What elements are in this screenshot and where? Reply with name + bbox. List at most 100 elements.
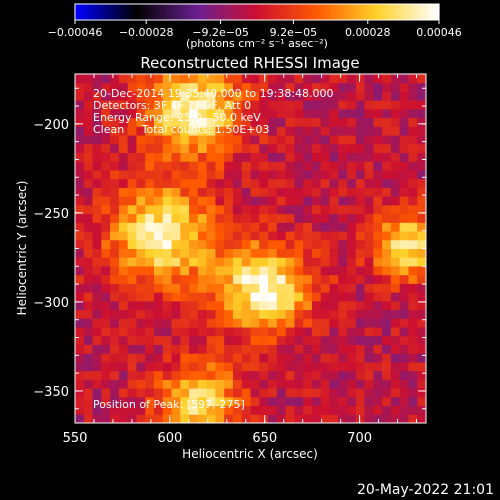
heatmap-cell [215, 117, 225, 127]
heatmap-cell [294, 379, 304, 389]
heatmap-cell [197, 108, 208, 119]
heatmap-cell [355, 231, 366, 241]
heatmap-cell [399, 405, 409, 415]
heatmap-cell [180, 239, 190, 249]
heatmap-cell [206, 327, 216, 337]
heatmap-cell [232, 100, 243, 110]
heatmap-cell [276, 300, 287, 311]
colorbar-cell [338, 4, 343, 20]
heatmap-cell [259, 108, 269, 119]
heatmap-cell [136, 196, 146, 206]
heatmap-cell [417, 169, 427, 180]
heatmap-cell [294, 265, 304, 276]
heatmap-cell [189, 292, 199, 302]
heatmap-cell [338, 82, 348, 92]
heatmap-cell [241, 414, 251, 424]
heatmap-cell [215, 100, 225, 110]
heatmap-cell [197, 309, 208, 319]
heatmap-cell [232, 204, 243, 215]
heatmap-cell [224, 161, 234, 171]
heatmap-cell [206, 178, 216, 188]
heatmap-cell [241, 388, 251, 398]
heatmap-cell [127, 361, 137, 372]
heatmap-cell [320, 143, 330, 154]
heatmap-cell [373, 327, 383, 337]
heatmap-cell [215, 187, 225, 197]
heatmap-cell [206, 379, 216, 389]
heatmap-cell [285, 178, 295, 188]
heatmap-cell [417, 335, 427, 345]
heatmap-cell [101, 108, 111, 119]
heatmap-cell [338, 248, 348, 258]
heatmap-cell [153, 213, 164, 223]
heatmap-cell [180, 344, 190, 354]
heatmap-cell [399, 161, 409, 171]
heatmap-cell [127, 178, 137, 188]
heatmap-cell [197, 318, 208, 328]
heatmap-cell [136, 309, 146, 319]
heatmap-cell [329, 257, 339, 267]
heatmap-cell [276, 91, 287, 101]
heatmap-cell [382, 309, 392, 319]
heatmap-cell [118, 178, 129, 188]
heatmap-cell [303, 152, 313, 162]
heatmap-cell [294, 388, 304, 398]
heatmap-cell [83, 353, 94, 363]
heatmap-cell [83, 370, 94, 380]
heatmap-cell [320, 117, 330, 127]
heatmap-cell [101, 222, 111, 232]
heatmap-cell [180, 82, 190, 92]
heatmap-cell [171, 143, 181, 154]
info-text-block: 20-Dec-2014 19:35:40.000 to 19:38:48.000… [93, 87, 334, 411]
y-tick-label: −300 [33, 296, 69, 311]
heatmap-cell [364, 283, 374, 293]
heatmap-cell [215, 204, 225, 215]
heatmap-cell [399, 327, 409, 337]
colorbar-cell [114, 4, 119, 20]
heatmap-cell [145, 370, 155, 380]
heatmap-cell [241, 196, 251, 206]
heatmap-cell [83, 117, 94, 127]
colorbar-frame [74, 3, 440, 21]
heatmap-cell [171, 152, 181, 162]
heatmap-cell [197, 327, 208, 337]
heatmap-cell [311, 292, 322, 302]
heatmap-cell [382, 222, 392, 232]
heatmap-cell [197, 82, 208, 92]
heatmap-cell [250, 265, 260, 276]
heatmap-cell [355, 327, 366, 337]
heatmap-cell [364, 248, 374, 258]
heatmap-cell [197, 300, 208, 311]
heatmap-cell [347, 283, 357, 293]
heatmap-cell [232, 108, 243, 119]
heatmap-cell [224, 274, 234, 284]
heatmap-cell [136, 335, 146, 345]
colorbar-cell [423, 4, 428, 20]
heatmap-cell [206, 300, 216, 311]
heatmap-cell [399, 108, 409, 119]
heatmap-cell [294, 318, 304, 328]
heatmap-cell [347, 161, 357, 171]
heatmap-cell [232, 283, 243, 293]
colorbar-cell [162, 4, 167, 20]
heatmap-cell [232, 353, 243, 363]
heatmap-cell [259, 300, 269, 311]
heatmap-cell [215, 318, 225, 328]
heatmap-cell [153, 388, 164, 398]
heatmap-cell [364, 292, 374, 302]
heatmap-cell [197, 379, 208, 389]
heatmap-cell [373, 318, 383, 328]
heatmap-cell [382, 135, 392, 145]
colorbar-tick-label: 0.00028 [345, 26, 391, 39]
heatmap-cell [162, 161, 173, 171]
heatmap-cell [189, 213, 199, 223]
heatmap-cell [127, 309, 137, 319]
heatmap-cell [285, 274, 295, 284]
heatmap-cell [136, 231, 146, 241]
heatmap-cell [382, 187, 392, 197]
heatmap-cell [224, 187, 234, 197]
heatmap-cell [118, 265, 129, 276]
heatmap-cell [83, 126, 94, 136]
heatmap-cell [215, 309, 225, 319]
heatmap-cell [136, 370, 146, 380]
